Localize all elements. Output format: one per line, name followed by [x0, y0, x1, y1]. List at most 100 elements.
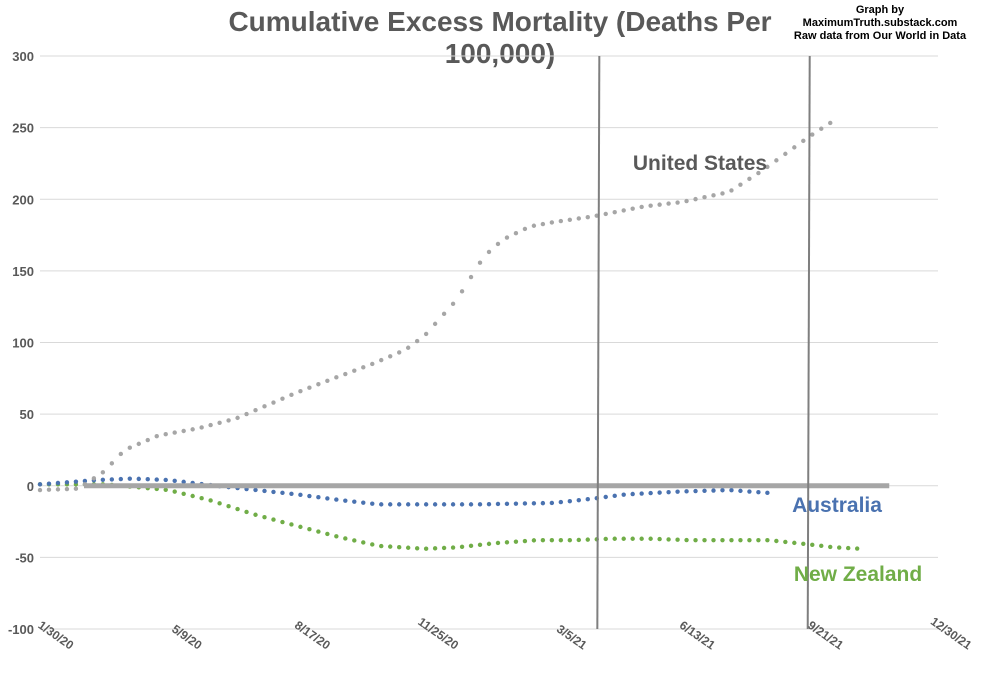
data-point: [370, 542, 375, 547]
data-point: [684, 489, 689, 494]
data-point: [334, 534, 339, 539]
data-point: [450, 502, 456, 507]
data-point: [675, 537, 680, 542]
y-tick-label: 100: [12, 336, 34, 351]
data-point: [666, 537, 671, 542]
vertical-marker-2: [806, 55, 811, 630]
data-point: [325, 378, 330, 383]
y-tick-label: 50: [20, 407, 34, 422]
data-point: [280, 490, 285, 496]
data-point: [405, 502, 411, 507]
x-tick-label: 8/17/20: [292, 618, 333, 653]
series-label-new-zealand: New Zealand: [794, 563, 922, 586]
data-point: [666, 201, 671, 206]
data-point: [720, 537, 725, 543]
data-point: [819, 543, 824, 549]
data-point: [181, 428, 186, 434]
data-point: [657, 536, 662, 542]
data-point: [82, 478, 88, 484]
data-point: [118, 451, 124, 457]
data-point: [316, 382, 321, 387]
data-point: [432, 321, 438, 327]
data-point: [738, 537, 743, 543]
x-tick-label: 12/30/21: [928, 614, 975, 652]
data-point: [55, 487, 61, 492]
data-point: [163, 432, 168, 437]
data-point: [684, 537, 689, 543]
data-point: [639, 536, 644, 541]
data-point: [567, 217, 573, 222]
data-point: [432, 546, 438, 551]
data-point: [756, 170, 761, 176]
data-point: [127, 476, 132, 481]
data-point: [612, 536, 617, 541]
data-point: [199, 495, 204, 501]
data-point: [765, 537, 770, 543]
data-point: [702, 488, 707, 493]
data-point: [235, 415, 240, 421]
data-point: [316, 529, 321, 534]
data-point: [648, 536, 653, 541]
data-point: [828, 120, 833, 126]
data-point: [720, 488, 725, 493]
data-point: [468, 543, 474, 549]
data-point: [388, 502, 393, 507]
data-point: [846, 545, 851, 551]
data-point: [810, 132, 815, 137]
credit-line-3: Raw data from Our World in Data: [793, 30, 967, 42]
x-tick-label: 11/25/20: [415, 615, 461, 653]
data-point: [558, 218, 564, 224]
data-point: [495, 501, 501, 507]
data-point: [280, 519, 285, 525]
data-point: [109, 477, 115, 482]
data-point: [370, 361, 375, 367]
data-point: [423, 331, 429, 337]
data-point: [280, 396, 285, 401]
data-point: [208, 422, 213, 428]
data-point: [450, 301, 456, 307]
data-point: [298, 388, 303, 394]
data-point: [576, 497, 581, 503]
data-point: [603, 211, 608, 217]
data-point: [549, 220, 555, 225]
data-point: [343, 498, 348, 503]
data-point: [271, 489, 276, 495]
series-australia: [37, 476, 770, 507]
data-point: [756, 537, 761, 543]
data-point: [190, 493, 195, 499]
data-point: [792, 540, 797, 546]
data-point: [522, 501, 528, 506]
x-tick-label: 3/5/21: [554, 622, 590, 653]
data-point: [531, 538, 537, 543]
series-label-australia: Australia: [792, 494, 882, 517]
y-tick-label: -100: [8, 622, 34, 637]
data-point: [459, 289, 465, 294]
data-point: [226, 504, 231, 509]
data-point: [693, 488, 698, 494]
data-point: [334, 497, 339, 502]
data-point: [145, 437, 150, 443]
data-point: [307, 385, 312, 390]
data-point: [181, 491, 186, 497]
data-point: [226, 418, 231, 423]
data-point: [352, 368, 357, 373]
data-point: [612, 493, 617, 499]
data-point: [423, 502, 429, 507]
data-point: [702, 195, 707, 200]
data-point: [603, 494, 608, 500]
data-point: [127, 445, 132, 450]
data-point: [468, 502, 474, 507]
x-tick-label: 1/30/20: [35, 618, 76, 653]
data-point: [783, 539, 788, 545]
data-point: [693, 196, 698, 202]
data-point: [522, 226, 528, 232]
data-point: [486, 501, 492, 507]
data-point: [217, 420, 222, 425]
data-point: [540, 221, 546, 227]
data-point: [370, 501, 375, 506]
data-point: [289, 392, 294, 398]
data-point: [774, 538, 779, 544]
data-point: [486, 249, 492, 255]
data-point: [190, 427, 195, 432]
data-point: [801, 541, 806, 547]
